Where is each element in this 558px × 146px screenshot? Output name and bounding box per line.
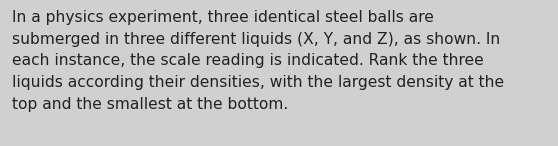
Text: In a physics experiment, three identical steel balls are
submerged in three diff: In a physics experiment, three identical… bbox=[12, 10, 504, 112]
